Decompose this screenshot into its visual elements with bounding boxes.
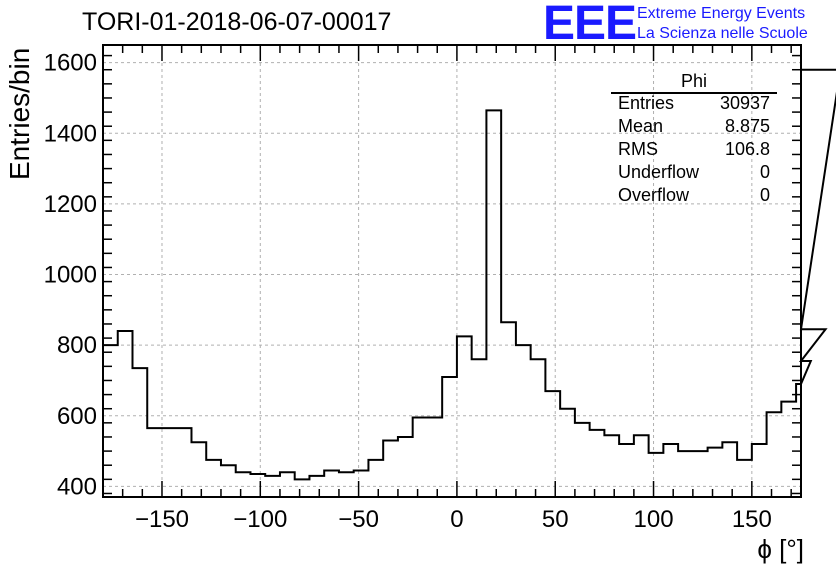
plot-frame bbox=[102, 44, 802, 498]
histogram-bin bbox=[413, 418, 428, 497]
histogram-bin bbox=[531, 359, 546, 497]
stat-value: 0 bbox=[759, 185, 770, 205]
stat-row-overflow: Overflow 0 bbox=[618, 185, 770, 207]
histogram-bin bbox=[265, 476, 280, 497]
stat-label: Entries bbox=[618, 93, 675, 113]
axes-frame bbox=[102, 44, 802, 498]
histogram-bin bbox=[147, 428, 162, 497]
y-tick-label: 800 bbox=[57, 332, 97, 359]
histogram-bin bbox=[472, 359, 487, 497]
y-tick-label: 400 bbox=[57, 473, 97, 500]
x-axis-label: ϕ [°] bbox=[757, 534, 804, 564]
y-tick-label: 1400 bbox=[44, 120, 97, 147]
histogram-bin bbox=[678, 451, 693, 497]
histogram-bin bbox=[280, 472, 295, 497]
stat-label: Mean bbox=[618, 116, 664, 136]
histogram-bin bbox=[693, 451, 708, 497]
histogram-bin bbox=[545, 391, 560, 497]
y-tick-label: 600 bbox=[57, 403, 97, 430]
histogram-bin bbox=[250, 474, 265, 497]
x-tick-label: −100 bbox=[233, 506, 287, 533]
histogram-bin bbox=[634, 435, 649, 497]
histogram-bin bbox=[339, 472, 354, 497]
stat-label: RMS bbox=[618, 139, 658, 159]
stat-value: 30937 bbox=[719, 93, 770, 113]
chart-title: TORI-01-2018-06-07-00017 bbox=[82, 8, 392, 36]
histogram-bin bbox=[486, 110, 501, 497]
histogram-bin bbox=[221, 465, 236, 497]
logo-line-1: Extreme Energy Events bbox=[637, 5, 806, 22]
histogram-bin bbox=[118, 331, 133, 497]
stat-row-underflow: Underflow 0 bbox=[618, 162, 770, 184]
histogram-bin bbox=[368, 460, 383, 497]
histogram-bin bbox=[737, 460, 752, 497]
histogram-bin bbox=[516, 345, 531, 497]
stat-label: Overflow bbox=[618, 185, 690, 205]
histogram-bin bbox=[191, 442, 206, 497]
axis-ticks bbox=[102, 45, 801, 497]
histogram-bin bbox=[649, 453, 664, 497]
histogram-bin bbox=[752, 444, 767, 497]
histogram-bin bbox=[398, 437, 413, 497]
histogram-bin bbox=[206, 460, 221, 497]
histogram-bin bbox=[354, 471, 369, 497]
histogram-bin bbox=[324, 471, 339, 497]
histogram-bin bbox=[663, 444, 678, 497]
x-tick-label: −50 bbox=[338, 506, 379, 533]
histogram-bin bbox=[457, 336, 472, 497]
histogram-bin bbox=[575, 423, 590, 497]
stat-value: 8.875 bbox=[724, 116, 770, 136]
histogram-bin bbox=[162, 428, 177, 497]
x-tick-label: 0 bbox=[450, 506, 463, 533]
stat-row-rms: RMS 106.8 bbox=[618, 139, 770, 161]
histogram-bin bbox=[103, 345, 118, 497]
histogram-bin bbox=[236, 472, 251, 497]
x-tick-label: −150 bbox=[135, 506, 189, 533]
x-tick-label: 50 bbox=[542, 506, 569, 533]
stats-title: Phi bbox=[680, 71, 707, 91]
histogram-bin bbox=[767, 412, 782, 497]
histogram-bin bbox=[442, 377, 457, 497]
histogram-bin bbox=[590, 430, 605, 497]
histogram-bin bbox=[177, 428, 192, 497]
y-tick-label: 1600 bbox=[44, 50, 97, 77]
stat-row-entries: Entries 30937 bbox=[618, 93, 770, 115]
histogram-series bbox=[102, 68, 836, 498]
grid-lines bbox=[103, 45, 801, 497]
histogram-bin bbox=[781, 402, 796, 497]
histogram-bin bbox=[619, 444, 634, 497]
stat-value: 106.8 bbox=[724, 139, 770, 159]
stat-label: Underflow bbox=[618, 162, 700, 182]
histogram-step-line bbox=[102, 68, 836, 497]
logo-line-2: La Scienza nelle Scuole bbox=[637, 25, 808, 42]
histogram-bin bbox=[295, 479, 310, 497]
histogram-bin bbox=[383, 441, 398, 498]
histogram-bin bbox=[560, 409, 575, 497]
histogram-bin bbox=[132, 368, 147, 497]
eee-logo: EEE bbox=[543, 0, 637, 50]
stat-value: 0 bbox=[759, 162, 770, 182]
histogram-bin bbox=[708, 448, 723, 497]
stat-row-mean: Mean 8.875 bbox=[618, 116, 770, 138]
y-tick-label: 1000 bbox=[44, 262, 97, 289]
histogram-bin bbox=[427, 418, 442, 497]
x-tick-label: 150 bbox=[732, 506, 772, 533]
histogram-bin bbox=[722, 442, 737, 497]
histogram-bin bbox=[604, 435, 619, 497]
histogram-bin bbox=[309, 476, 324, 497]
y-axis-label: Entries/bin bbox=[4, 47, 35, 180]
stats-divider bbox=[611, 92, 777, 94]
y-tick-label: 1200 bbox=[44, 191, 97, 218]
tick-labels: −150 −100 −50 0 50 100 150 400 600 800 1000 1200 140… bbox=[44, 50, 772, 533]
histogram-bin bbox=[501, 322, 516, 497]
x-tick-label: 100 bbox=[634, 506, 674, 533]
